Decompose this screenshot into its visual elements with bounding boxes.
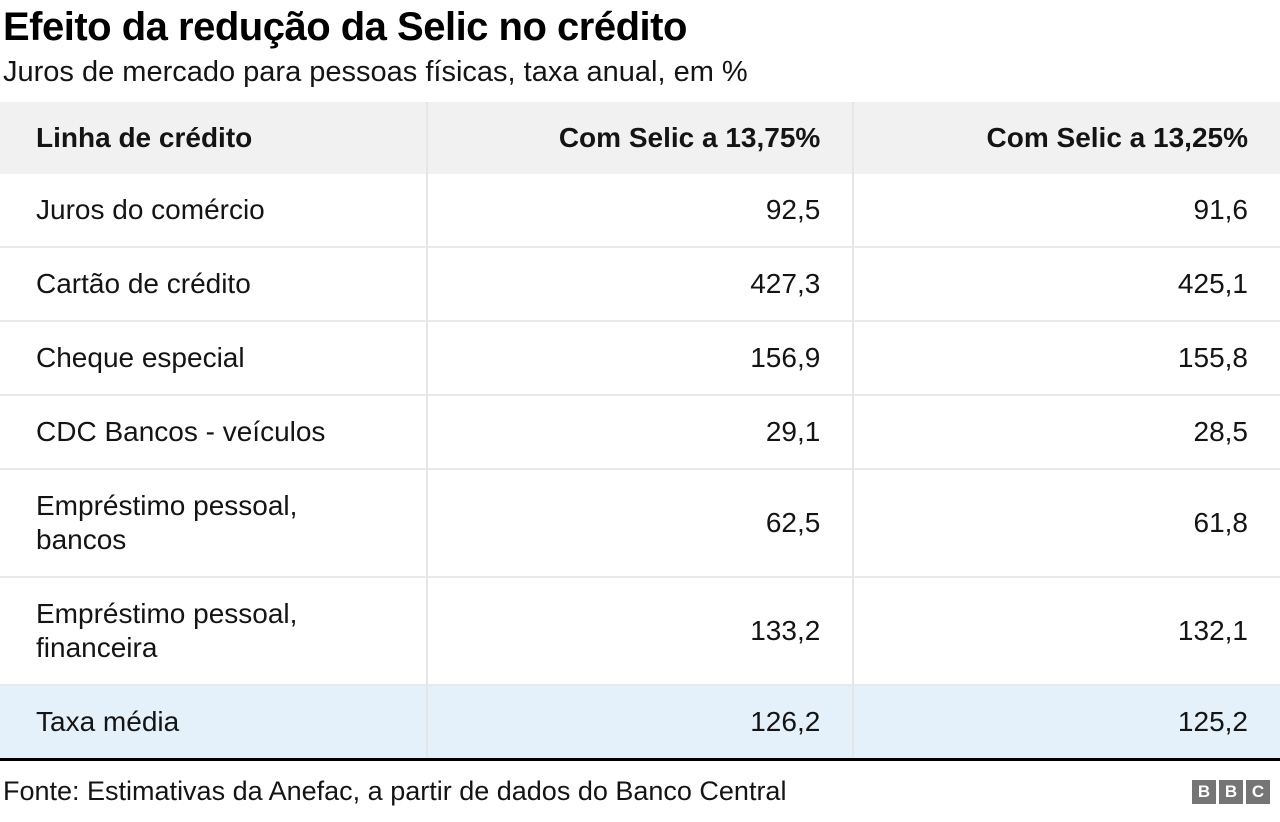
- row-value-selic-1325: 125,2: [852, 684, 1280, 758]
- row-value-selic-1325: 91,6: [852, 174, 1280, 247]
- row-label: Empréstimo pessoal, bancos: [0, 468, 427, 577]
- chart-subtitle: Juros de mercado para pessoas físicas, t…: [3, 56, 748, 88]
- source-text: Fonte: Estimativas da Anefac, a partir d…: [3, 776, 787, 806]
- row-label: CDC Bancos - veículos: [0, 394, 427, 469]
- table-row: Empréstimo pessoal, financeira 133,2 132,1: [0, 576, 1280, 685]
- row-value-selic-1375: 427,3: [425, 246, 854, 321]
- row-value-selic-1375: 62,5: [425, 468, 854, 577]
- table-header-row: Linha de crédito Com Selic a 13,75% Com …: [0, 102, 1280, 174]
- row-value-selic-1375: 126,2: [425, 684, 854, 758]
- row-value-selic-1325: 132,1: [852, 576, 1280, 685]
- table-body: Juros do comércio 92,5 91,6 Cartão de crédi…: [0, 174, 1280, 758]
- table-row: Juros do comércio 92,5 91,6: [0, 174, 1280, 247]
- table-row: CDC Bancos - veículos 29,1 28,5: [0, 394, 1280, 469]
- row-value-selic-1325: 28,5: [852, 394, 1280, 469]
- column-header-selic-1325: Com Selic a 13,25%: [852, 102, 1280, 174]
- table-row: Taxa média 126,2 125,2: [0, 684, 1280, 758]
- column-header-selic-1375: Com Selic a 13,75%: [425, 102, 854, 174]
- row-value-selic-1325: 155,8: [852, 320, 1280, 395]
- table-row: Cheque especial 156,9 155,8: [0, 320, 1280, 395]
- row-label: Cheque especial: [0, 320, 427, 395]
- row-value-selic-1325: 425,1: [852, 246, 1280, 321]
- row-label: Taxa média: [0, 684, 427, 758]
- table-row: Empréstimo pessoal, bancos 62,5 61,8: [0, 468, 1280, 577]
- row-label: Empréstimo pessoal, financeira: [0, 576, 427, 685]
- row-value-selic-1325: 61,8: [852, 468, 1280, 577]
- credit-rates-table: Linha de crédito Com Selic a 13,75% Com …: [0, 102, 1280, 758]
- row-label: Cartão de crédito: [0, 246, 427, 321]
- row-value-selic-1375: 92,5: [425, 174, 854, 247]
- bbc-logo: B B C: [1192, 779, 1270, 804]
- row-label: Juros do comércio: [36, 194, 265, 225]
- column-header-credit-line: Linha de crédito: [0, 102, 427, 174]
- bbc-logo-block-2: B: [1219, 779, 1243, 804]
- footer-divider: [0, 758, 1280, 761]
- row-value-selic-1375: 156,9: [425, 320, 854, 395]
- row-value-selic-1375: 133,2: [425, 576, 854, 685]
- footer: Fonte: Estimativas da Anefac, a partir d…: [0, 761, 1280, 822]
- row-value-selic-1375: 29,1: [425, 394, 854, 469]
- bbc-logo-block-3: C: [1246, 779, 1270, 804]
- chart-title: Efeito da redução da Selic no crédito: [3, 5, 687, 49]
- bbc-logo-block-1: B: [1192, 779, 1216, 804]
- table-row: Cartão de crédito 427,3 425,1: [0, 246, 1280, 321]
